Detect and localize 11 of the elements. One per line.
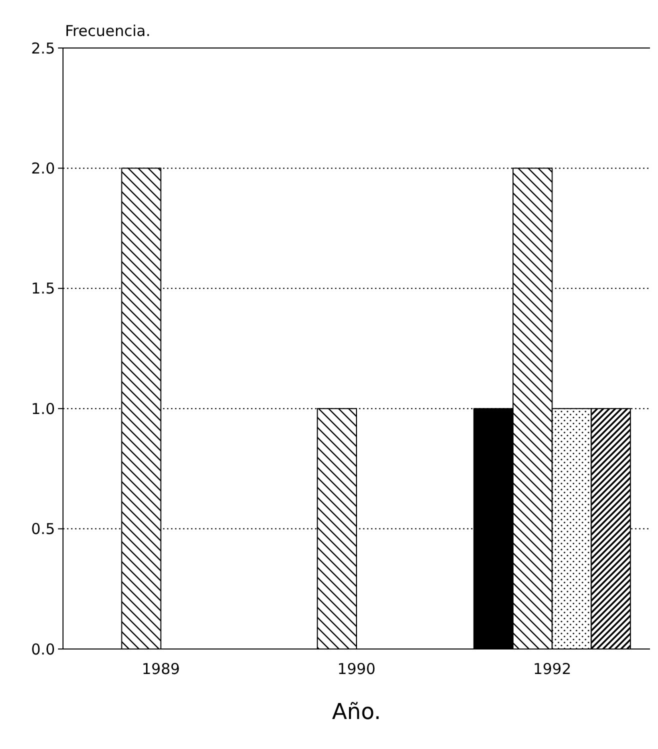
y-tick-label: 1.5 — [31, 280, 55, 298]
y-axis-title: Frecuencia. — [65, 22, 150, 40]
y-tick-label: 1.0 — [31, 400, 55, 418]
y-tick-label: 0.0 — [31, 640, 55, 658]
y-tick-label: 2.5 — [31, 39, 55, 58]
x-tick-label: 1989 — [142, 660, 180, 678]
x-tick-label: 1992 — [533, 660, 572, 678]
y-tick-label: 2.0 — [31, 159, 55, 178]
x-tick-label: 1990 — [337, 660, 376, 678]
y-tick-label: 0.5 — [31, 520, 55, 538]
x-axis-title: Año. — [332, 700, 382, 725]
